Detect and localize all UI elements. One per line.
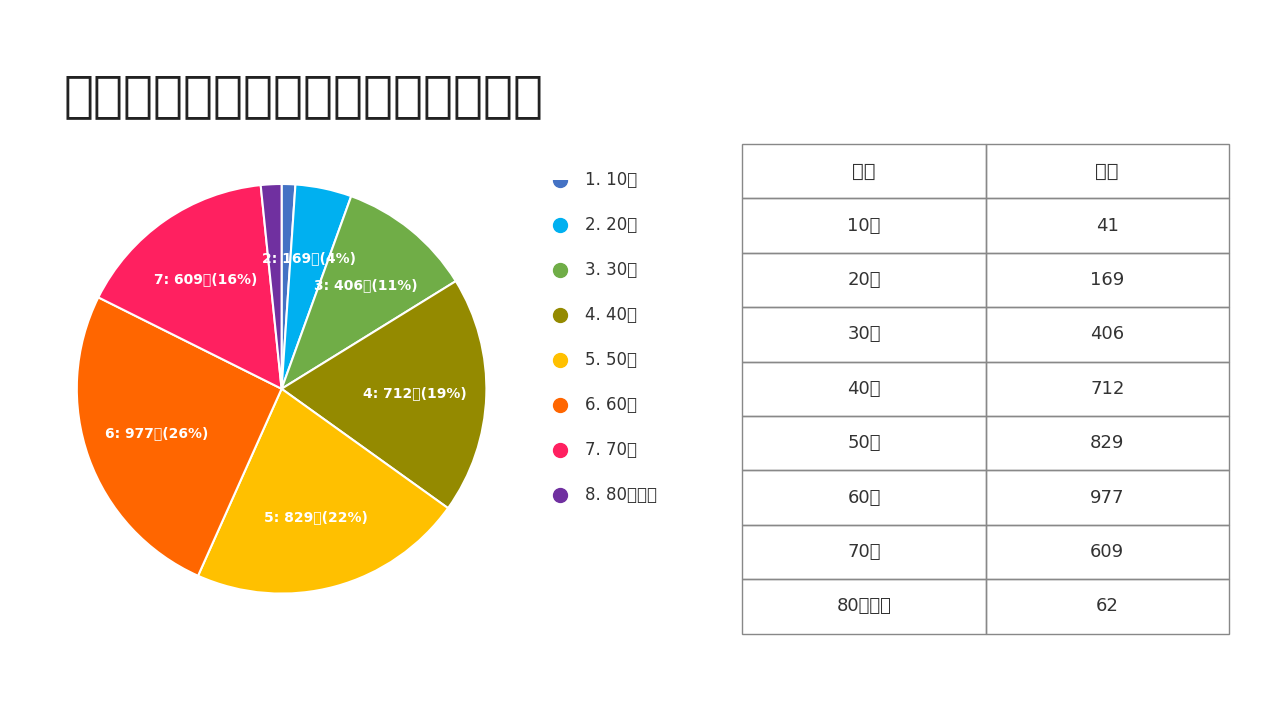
Wedge shape xyxy=(99,185,282,389)
Bar xyxy=(986,361,1229,416)
Text: 30代: 30代 xyxy=(847,325,881,343)
Text: 1. 10代: 1. 10代 xyxy=(585,171,637,189)
Text: 829: 829 xyxy=(1091,434,1124,452)
Bar xyxy=(986,579,1229,634)
Text: 5: 829件(22%): 5: 829件(22%) xyxy=(265,510,369,524)
Bar xyxy=(986,470,1229,525)
Text: 6: 977件(26%): 6: 977件(26%) xyxy=(105,427,207,441)
Text: 169: 169 xyxy=(1091,271,1124,289)
Bar xyxy=(986,307,1229,361)
Bar xyxy=(742,470,986,525)
Text: 4. 40代: 4. 40代 xyxy=(585,306,637,324)
Bar xyxy=(742,199,986,253)
Bar xyxy=(986,416,1229,470)
Bar xyxy=(742,144,986,199)
Bar xyxy=(742,525,986,579)
Text: 20代: 20代 xyxy=(847,271,881,289)
Text: 3: 406件(11%): 3: 406件(11%) xyxy=(314,279,417,292)
Text: 609: 609 xyxy=(1091,543,1124,561)
Text: 2: 169件(4%): 2: 169件(4%) xyxy=(262,251,356,266)
Text: 3. 30代: 3. 30代 xyxy=(585,261,637,279)
Wedge shape xyxy=(282,184,351,389)
Bar xyxy=(742,416,986,470)
Text: 70代: 70代 xyxy=(847,543,881,561)
Text: 8. 80代以上: 8. 80代以上 xyxy=(585,486,657,504)
Bar xyxy=(742,579,986,634)
Bar xyxy=(742,253,986,307)
Text: 4: 712件(19%): 4: 712件(19%) xyxy=(362,387,466,400)
Text: 712: 712 xyxy=(1091,380,1124,397)
Text: 80代以上: 80代以上 xyxy=(837,598,891,616)
Text: 5. 50代: 5. 50代 xyxy=(585,351,637,369)
Wedge shape xyxy=(198,389,448,593)
Bar xyxy=(986,525,1229,579)
Bar xyxy=(986,253,1229,307)
Wedge shape xyxy=(282,281,486,508)
Text: 2. 20代: 2. 20代 xyxy=(585,216,637,234)
Text: 62: 62 xyxy=(1096,598,1119,616)
Text: 件数: 件数 xyxy=(1096,162,1119,181)
Wedge shape xyxy=(261,184,282,389)
Text: 406: 406 xyxy=(1091,325,1124,343)
Wedge shape xyxy=(282,196,456,389)
Text: 6. 60代: 6. 60代 xyxy=(585,396,637,414)
Bar xyxy=(742,307,986,361)
Text: 7. 70代: 7. 70代 xyxy=(585,441,637,459)
Text: 年代: 年代 xyxy=(852,162,876,181)
Text: 40代: 40代 xyxy=(847,380,881,397)
Text: 41: 41 xyxy=(1096,217,1119,235)
Text: 10代: 10代 xyxy=(847,217,881,235)
Text: 該当する年代を選択してください。: 該当する年代を選択してください。 xyxy=(64,72,544,120)
Wedge shape xyxy=(77,297,282,576)
Wedge shape xyxy=(282,184,296,389)
Bar xyxy=(986,199,1229,253)
Text: 60代: 60代 xyxy=(847,489,881,507)
Text: 977: 977 xyxy=(1091,489,1124,507)
Bar xyxy=(742,361,986,416)
Text: 7: 609件(16%): 7: 609件(16%) xyxy=(154,272,257,287)
Text: 50代: 50代 xyxy=(847,434,881,452)
Bar xyxy=(986,144,1229,199)
